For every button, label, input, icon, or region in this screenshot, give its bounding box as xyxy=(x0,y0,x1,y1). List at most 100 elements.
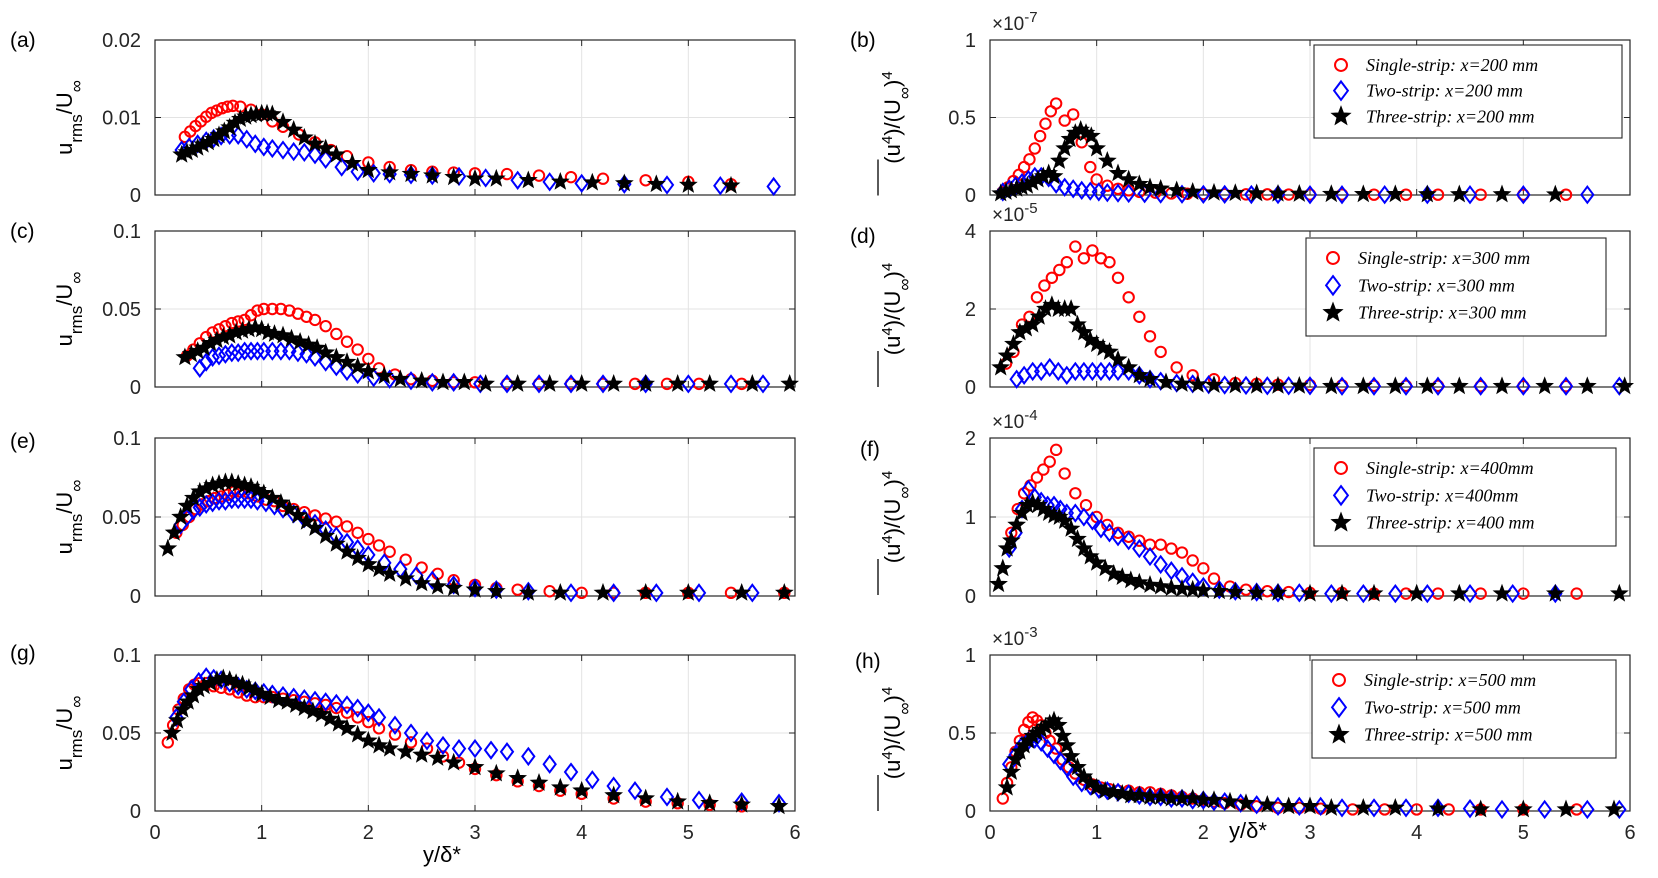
panel-b-point-diamond xyxy=(1057,177,1072,197)
panel-e-point-diamond xyxy=(237,489,252,510)
panel-b-point-star xyxy=(1055,138,1074,157)
panel-e-panel-label: (e) xyxy=(10,430,36,453)
panel-c-point-diamond xyxy=(230,343,246,363)
panel-h-multiplier-exponent: -3 xyxy=(1024,624,1037,641)
panel-f-legend: Single-strip: x=400mm Two-strip: x=400mm T… xyxy=(1313,447,1617,547)
panel-d-point-star xyxy=(1068,314,1087,333)
panel-d-point-star xyxy=(1172,374,1192,392)
panel-c-ylabel-sub2: ∞ xyxy=(67,272,86,284)
panel-f-point-star xyxy=(1209,581,1229,600)
panel-b-point-circle xyxy=(1090,173,1103,186)
panel-d-point-diamond xyxy=(1473,376,1488,396)
panel-c-point-circle xyxy=(266,302,279,316)
panel-a-point-circle xyxy=(596,172,610,185)
panel-a-point-star xyxy=(550,171,570,190)
panel-f-ylabel-mid: )/(U xyxy=(880,499,905,536)
panel-d-ylabel-close: ) xyxy=(880,271,905,278)
panel-g: 0 1 2 3 4 5 6 0 0.05 0.1 urms/U∞ (g) xyxy=(10,642,801,844)
panel-g-point-diamond xyxy=(467,738,483,759)
panel-d-ylabel-mid: )/(U xyxy=(880,291,905,328)
panel-e-point-circle xyxy=(351,526,364,539)
panel-g-xtick-label: 3 xyxy=(469,822,480,844)
panel-f-point-star xyxy=(1151,576,1170,595)
panel-f-ytick-label: 0 xyxy=(965,586,976,608)
panel-f-point-star xyxy=(1193,580,1213,599)
panel-c-point-circle xyxy=(351,343,364,356)
panel-d-point-circle xyxy=(1069,240,1082,253)
panel-f-ylabel-sub: ∞ xyxy=(895,486,914,498)
panel-a-point-star xyxy=(305,133,325,152)
panel-g-point-star xyxy=(369,735,389,754)
panel-a-point-circle xyxy=(564,170,578,184)
panel-h-point-star xyxy=(1279,796,1298,815)
panel-d-point-star xyxy=(1130,365,1149,384)
panel-f-point-star xyxy=(1407,583,1427,602)
panel-d-legend-entry-diamond: Two-strip: x=300 mm xyxy=(1358,275,1515,295)
panel-f-legend-marker-diamond xyxy=(1332,484,1350,507)
panel-e-series-three-strip xyxy=(158,472,794,601)
panel-c-point-diamond xyxy=(243,341,259,361)
panel-a-point-diamond xyxy=(307,145,323,165)
panel-a-ylabel-sub: rms xyxy=(67,114,86,142)
panel-h-point-star xyxy=(1386,798,1405,816)
x-axis-label-left: y/δ* xyxy=(423,842,461,867)
panel-g-point-diamond xyxy=(691,790,707,810)
panel-a-point-diamond xyxy=(334,157,349,177)
panel-h-point-diamond xyxy=(1046,745,1062,765)
panel-d-point-star xyxy=(1156,372,1176,391)
panel-f-point-star xyxy=(1002,530,1021,549)
panel-e-point-star xyxy=(636,582,656,601)
panel-b-point-star xyxy=(1087,138,1106,157)
panel-b-multiplier-exponent: -7 xyxy=(1024,9,1037,26)
panel-a-ylabel-main: u xyxy=(52,143,77,155)
panel-f-point-diamond xyxy=(1153,554,1168,575)
panel-d-legend-marker-circle xyxy=(1326,251,1340,265)
panel-c-panel-label: (c) xyxy=(10,220,35,243)
panel-g-point-diamond xyxy=(403,723,419,743)
panel-e-point-star xyxy=(593,582,613,601)
panel-d-ylabel-sup2: 4 xyxy=(879,263,896,271)
panel-e-point-star xyxy=(326,534,346,552)
panel-c-ylabel-main: u xyxy=(52,334,77,346)
panel-e-point-diamond xyxy=(205,493,220,513)
panel-b-point-circle xyxy=(1028,142,1042,155)
panel-a-point-star xyxy=(263,104,282,123)
panel-f-point-star xyxy=(1268,582,1288,601)
panel-f-point-circle xyxy=(1570,587,1583,600)
panel-f-point-diamond xyxy=(1292,583,1307,603)
panel-g-point-star xyxy=(359,730,378,749)
panel-a-point-star xyxy=(327,144,346,163)
panel-b-point-star xyxy=(1353,184,1373,203)
panel-g-point-star xyxy=(465,757,485,776)
panel-c-point-diamond xyxy=(198,352,214,372)
panel-h-point-star xyxy=(1322,798,1341,816)
panel-c-point-diamond xyxy=(723,374,739,394)
panel-d-ytick-label: 2 xyxy=(965,299,976,321)
panel-a-point-diamond xyxy=(256,137,272,157)
panel-b: 00.51×10-7(u4)/(U∞)4(b)Single-strip: x=2… xyxy=(850,9,1631,207)
panel-g-ylabel-main: u xyxy=(52,758,77,770)
panel-g-point-diamond xyxy=(771,793,787,813)
panel-f-point-circle xyxy=(1175,546,1189,559)
panel-f-point-star xyxy=(1061,519,1081,537)
panel-h-legend-marker-circle xyxy=(1332,673,1346,687)
panel-c-point-circle xyxy=(225,316,239,330)
panel-f-point-star xyxy=(989,574,1008,593)
panel-h-xtick-label: 2 xyxy=(1198,822,1209,844)
panel-d-point-star xyxy=(1188,374,1208,393)
panel-a-point-circle xyxy=(500,167,514,181)
panel-e: 0 0.05 0.1 urms/U∞ (e) xyxy=(10,428,796,608)
panel-f-multiplier-base: ×10 xyxy=(992,412,1024,433)
panel-h-point-star xyxy=(1057,735,1077,754)
panel-c-point-star xyxy=(476,374,495,392)
panel-g-ylabel-sub2: ∞ xyxy=(67,696,86,708)
panel-a-point-diamond xyxy=(239,129,254,149)
panel-e-point-diamond xyxy=(521,581,536,601)
x-axis-label-right: y/δ* xyxy=(1229,818,1267,843)
panel-g-point-star xyxy=(252,684,271,702)
panel-f-point-diamond xyxy=(1093,519,1109,539)
panel-a-point-star xyxy=(294,127,314,146)
panel-h-legend-marker-diamond xyxy=(1330,696,1348,719)
panel-e-point-star xyxy=(254,483,274,502)
panel-g-point-diamond xyxy=(371,707,387,728)
